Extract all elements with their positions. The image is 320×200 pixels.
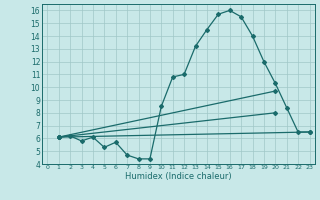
- X-axis label: Humidex (Indice chaleur): Humidex (Indice chaleur): [125, 172, 232, 181]
